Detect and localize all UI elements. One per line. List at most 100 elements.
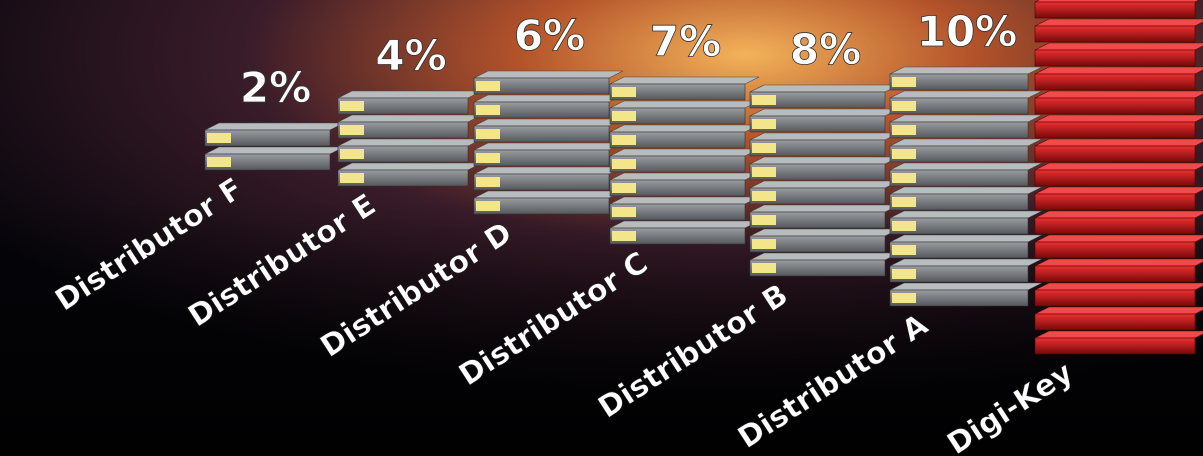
chip-top xyxy=(749,156,900,165)
red-layer-front xyxy=(1034,289,1196,307)
chip-pad xyxy=(476,81,500,91)
red-layer-front xyxy=(1034,97,1196,115)
red-layer-top xyxy=(1034,282,1203,291)
chip-top xyxy=(473,118,624,127)
chip-pad xyxy=(892,173,916,183)
red-layer-top xyxy=(1034,90,1203,99)
chip-top xyxy=(473,94,624,103)
chip-front xyxy=(337,97,469,115)
red-layer-front xyxy=(1034,217,1196,235)
chip-front xyxy=(473,173,610,191)
chip-pad xyxy=(752,263,776,273)
chip-top xyxy=(473,190,624,199)
value-label: 2% xyxy=(240,63,311,112)
chip-pad xyxy=(892,101,916,111)
chip-front xyxy=(749,259,886,277)
red-layer-top xyxy=(1034,210,1203,219)
chip-pad xyxy=(892,197,916,207)
chip-pad xyxy=(752,191,776,201)
red-layer-top xyxy=(1034,18,1203,27)
chip-front xyxy=(609,83,746,101)
chip-top xyxy=(337,138,483,147)
chip-top xyxy=(609,220,760,229)
chip-top xyxy=(337,90,483,99)
chip-top xyxy=(749,108,900,117)
chip-pad xyxy=(752,215,776,225)
red-layer-top xyxy=(1034,186,1203,195)
chip-front xyxy=(337,169,469,187)
red-layer-front xyxy=(1034,1,1196,19)
chip-front xyxy=(889,265,1029,283)
chip-top xyxy=(609,100,760,109)
chip-pad xyxy=(752,119,776,129)
chip-pad xyxy=(612,159,636,169)
chip-pad xyxy=(476,201,500,211)
red-layer-top xyxy=(1034,114,1203,123)
chip-pad xyxy=(476,177,500,187)
red-layer-top xyxy=(1034,258,1203,267)
chip-front xyxy=(609,227,746,245)
red-layer-front xyxy=(1034,265,1196,283)
chip-front xyxy=(889,97,1029,115)
chip-top xyxy=(889,186,1043,195)
bar xyxy=(473,70,624,215)
red-layer-front xyxy=(1034,241,1196,259)
chip-pad xyxy=(892,269,916,279)
chip-front xyxy=(204,129,331,147)
chip-top xyxy=(609,76,760,85)
chip-top xyxy=(749,204,900,213)
chip-front xyxy=(749,91,886,109)
chip-front xyxy=(889,217,1029,235)
chip-pad xyxy=(892,77,916,87)
chip-front xyxy=(473,149,610,167)
red-layer-top xyxy=(1034,234,1203,243)
chip-pad xyxy=(207,157,231,167)
chip-top xyxy=(204,122,345,131)
red-layer-front xyxy=(1034,121,1196,139)
chip-top xyxy=(889,234,1043,243)
chip-top xyxy=(889,138,1043,147)
chip-front xyxy=(889,121,1029,139)
highlight-stack xyxy=(1034,0,1203,355)
red-layer-front xyxy=(1034,313,1196,331)
red-layer-top xyxy=(1034,66,1203,75)
chip-pad xyxy=(892,245,916,255)
chip-front xyxy=(473,101,610,119)
chip-top xyxy=(609,124,760,133)
chip-pad xyxy=(612,87,636,97)
chip-pad xyxy=(892,149,916,159)
red-layer-front xyxy=(1034,145,1196,163)
bar xyxy=(337,90,483,187)
chip-front xyxy=(889,169,1029,187)
chip-front xyxy=(889,73,1029,91)
bar xyxy=(609,76,760,245)
chip-pad xyxy=(752,143,776,153)
chip-front xyxy=(473,197,610,215)
red-layer-front xyxy=(1034,169,1196,187)
chip-pad xyxy=(612,135,636,145)
chip-pad xyxy=(752,167,776,177)
chip-top xyxy=(749,252,900,261)
chip-front xyxy=(749,211,886,229)
chip-top xyxy=(204,146,345,155)
chip-top xyxy=(889,282,1043,291)
chip-top xyxy=(473,166,624,175)
chip-top xyxy=(473,142,624,151)
chip-front xyxy=(889,145,1029,163)
chip-pad xyxy=(476,129,500,139)
chip-front xyxy=(473,77,610,95)
chip-top xyxy=(889,162,1043,171)
chip-top xyxy=(749,180,900,189)
chip-front xyxy=(749,115,886,133)
chip-top xyxy=(609,148,760,157)
chip-top xyxy=(889,210,1043,219)
chip-top xyxy=(889,66,1043,75)
bar xyxy=(889,66,1043,307)
chip-pad xyxy=(892,125,916,135)
chip-front xyxy=(749,139,886,157)
chip-top xyxy=(609,172,760,181)
chip-pad xyxy=(612,231,636,241)
chip-front xyxy=(889,289,1029,307)
red-layer-top xyxy=(1034,330,1203,339)
chip-top xyxy=(749,84,900,93)
